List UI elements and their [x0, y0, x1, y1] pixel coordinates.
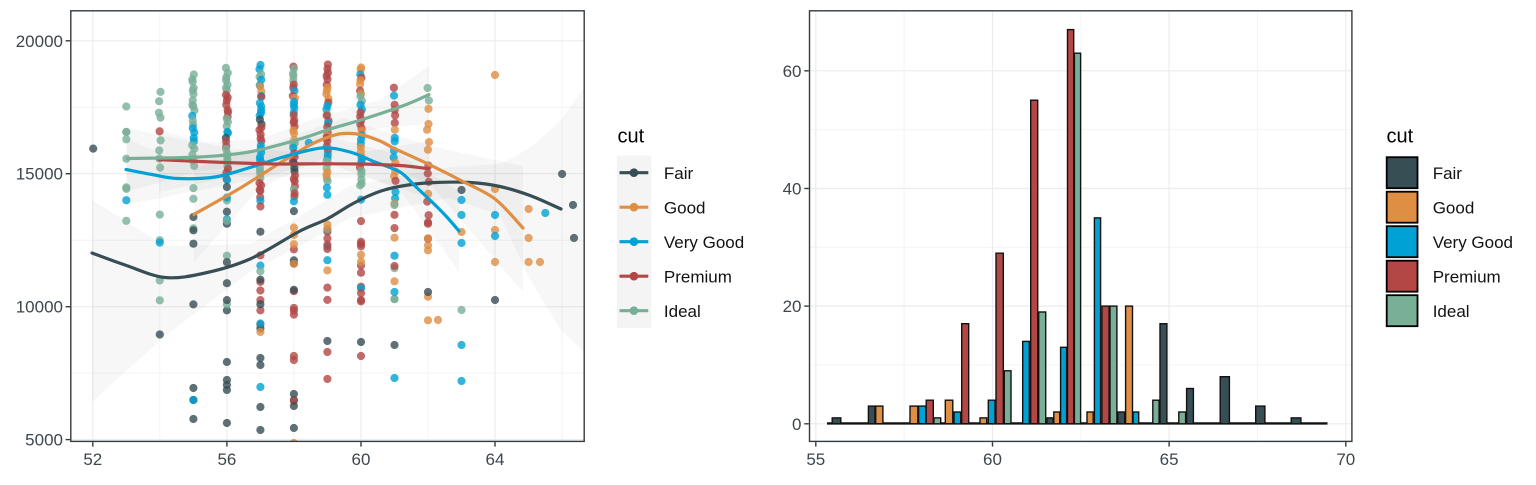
svg-text:5000: 5000 [25, 431, 63, 450]
svg-text:40: 40 [783, 180, 802, 199]
svg-text:cut: cut [618, 126, 645, 148]
svg-text:60: 60 [983, 450, 1002, 469]
svg-text:Premium: Premium [664, 267, 732, 286]
svg-text:70: 70 [1336, 450, 1355, 469]
svg-text:56: 56 [217, 450, 236, 469]
svg-text:15000: 15000 [16, 165, 63, 184]
svg-text:20000: 20000 [16, 32, 63, 51]
svg-text:0: 0 [792, 415, 801, 434]
svg-text:10000: 10000 [16, 298, 63, 317]
svg-text:Fair: Fair [1433, 164, 1463, 183]
svg-text:Good: Good [664, 198, 706, 217]
svg-text:52: 52 [83, 450, 102, 469]
svg-text:Ideal: Ideal [664, 302, 701, 321]
svg-text:Premium: Premium [1433, 267, 1501, 286]
svg-text:cut: cut [1387, 126, 1414, 148]
svg-text:55: 55 [806, 450, 825, 469]
svg-text:Very Good: Very Good [1433, 233, 1513, 252]
svg-text:Good: Good [1433, 198, 1475, 217]
svg-text:60: 60 [783, 62, 802, 81]
svg-text:Fair: Fair [664, 164, 694, 183]
svg-text:Ideal: Ideal [1433, 302, 1470, 321]
svg-text:60: 60 [352, 450, 371, 469]
svg-text:64: 64 [486, 450, 505, 469]
svg-text:Very Good: Very Good [664, 233, 744, 252]
svg-text:65: 65 [1160, 450, 1179, 469]
svg-text:20: 20 [783, 297, 802, 316]
